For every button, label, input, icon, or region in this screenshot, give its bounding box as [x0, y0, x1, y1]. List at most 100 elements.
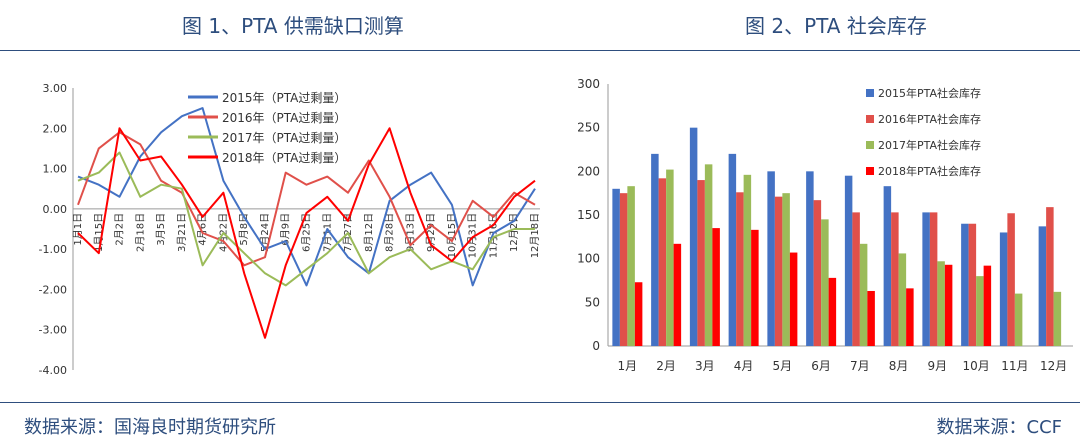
bar-2016	[929, 212, 938, 346]
legend-label: 2018年PTA社会库存	[878, 164, 981, 178]
y-tick-label: -4.00	[39, 364, 67, 377]
x-tick-label: 6月9日	[280, 213, 292, 246]
bar-2015	[612, 188, 620, 346]
bar-2018	[712, 228, 720, 346]
legend-label: 2018年（PTA过剩量）	[222, 151, 346, 165]
y-tick-label: 250	[577, 121, 600, 135]
bar-2017	[859, 243, 868, 346]
y-tick-label: 0	[592, 339, 600, 353]
bar-2018	[906, 288, 914, 346]
y-tick-label: 1.00	[43, 163, 68, 176]
y-tick-label: 3.00	[43, 82, 68, 95]
x-tick-label: 5月	[773, 359, 793, 373]
y-tick-label: 200	[577, 164, 600, 178]
y-tick-label: 300	[577, 77, 600, 91]
bar-2015	[651, 153, 659, 346]
bar-2015	[728, 153, 737, 346]
x-tick-label: 1月15日	[93, 213, 105, 252]
legend-label: 2016年（PTA过剩量）	[222, 111, 346, 125]
y-tick-label: 150	[577, 208, 600, 222]
y-tick-label: -1.00	[39, 243, 67, 256]
bar-2018	[673, 243, 682, 346]
x-tick-label: 12月	[1040, 359, 1067, 373]
bar-2015	[767, 171, 775, 346]
bar-2018	[828, 277, 837, 346]
bar-2017	[976, 276, 984, 346]
y-tick-label: 2.00	[43, 122, 68, 135]
y-tick-label: -3.00	[39, 324, 67, 337]
bar-2017	[898, 253, 907, 346]
bar-2018	[944, 264, 953, 346]
bar-2018	[789, 252, 798, 346]
bar-2016	[891, 212, 899, 346]
y-tick-label: 100	[577, 252, 600, 266]
bar-2017	[666, 169, 674, 346]
x-tick-label: 3月21日	[176, 213, 188, 252]
source-left: 数据来源：国海良时期货研究所	[24, 417, 276, 438]
x-tick-label: 7月11日	[321, 213, 333, 252]
legend-label: 2017年PTA社会库存	[878, 138, 981, 152]
y-tick-label: -2.00	[39, 283, 67, 296]
x-tick-label: 3月	[695, 359, 715, 373]
bar-2016	[736, 192, 744, 346]
x-tick-label: 6月	[811, 359, 831, 373]
series-line-2016	[77, 131, 536, 267]
x-tick-label: 4月6日	[197, 213, 209, 246]
header: 图 1、PTA 供需缺口测算 图 2、PTA 社会库存	[0, 0, 1080, 50]
bar-2016	[852, 212, 860, 346]
x-tick-label: 9月29日	[425, 213, 437, 252]
bar-2017	[704, 164, 713, 346]
bar-2017	[1014, 293, 1023, 346]
bar-2017	[743, 174, 752, 346]
bar-2015	[844, 175, 853, 346]
legend-swatch	[866, 167, 874, 175]
legend-label: 2015年（PTA过剩量）	[222, 91, 346, 105]
x-tick-label: 8月28日	[384, 213, 396, 252]
bar-2018	[634, 282, 643, 346]
x-tick-label: 2月	[656, 359, 676, 373]
legend-label: 2015年PTA社会库存	[878, 86, 981, 100]
line-chart-supply-gap: 3.00 2.00 1.00 0.00 -1.00 -2.00 -3.00 -4.00 1月1日…	[39, 82, 541, 377]
x-tick-label: 9月	[928, 359, 948, 373]
x-tick-label: 2月18日	[134, 213, 146, 252]
bar-2016	[697, 180, 705, 346]
header-divider	[0, 50, 1080, 51]
bar-2015	[961, 223, 969, 346]
x-tick-label: 10月15日	[446, 213, 458, 258]
bar-2016	[658, 178, 667, 346]
source-right: 数据来源：CCF	[936, 417, 1063, 438]
bar-2015	[883, 186, 892, 346]
series-line-2015	[77, 107, 536, 287]
x-tick-label: 4月	[734, 359, 754, 373]
footer-divider	[0, 402, 1080, 403]
series-line-2018	[77, 127, 536, 339]
bar-2017	[1053, 291, 1062, 346]
x-tick-label: 7月	[850, 359, 870, 373]
x-tick-label: 1月1日	[72, 213, 84, 246]
x-tick-label: 2月2日	[114, 213, 126, 246]
bar-2016	[1046, 207, 1054, 346]
bar-2016	[968, 223, 977, 346]
bar-2017	[782, 193, 790, 346]
bar-2016	[1007, 213, 1015, 346]
bar-2015	[689, 127, 698, 347]
x-tick-label: 10月31日	[467, 213, 479, 258]
bar-2018	[751, 229, 759, 346]
bar-2016	[619, 193, 628, 346]
bar-2018	[867, 290, 875, 346]
bar-2015	[922, 212, 930, 346]
legend-label: 2017年（PTA过剩量）	[222, 131, 346, 145]
series-line-2017	[77, 151, 535, 287]
bar-2015	[806, 171, 814, 346]
bar-chart-social-inventory: 0 50 100 150 200 250 300 1月 2月 3月 4月 5月 6月 7月 8月 9月 10月 1…	[577, 77, 1073, 373]
x-tick-label: 10月	[962, 359, 989, 373]
chart2-title: 图 2、PTA 社会库存	[745, 14, 927, 38]
bar-2015	[1038, 226, 1047, 346]
chart1-title: 图 1、PTA 供需缺口测算	[182, 14, 404, 38]
x-tick-label: 11月	[1001, 359, 1028, 373]
bar-2017	[627, 186, 635, 346]
bar-2016	[774, 196, 783, 346]
legend-swatch	[866, 115, 874, 123]
legend-swatch	[866, 141, 874, 149]
y-tick-label: 0.00	[43, 203, 68, 216]
